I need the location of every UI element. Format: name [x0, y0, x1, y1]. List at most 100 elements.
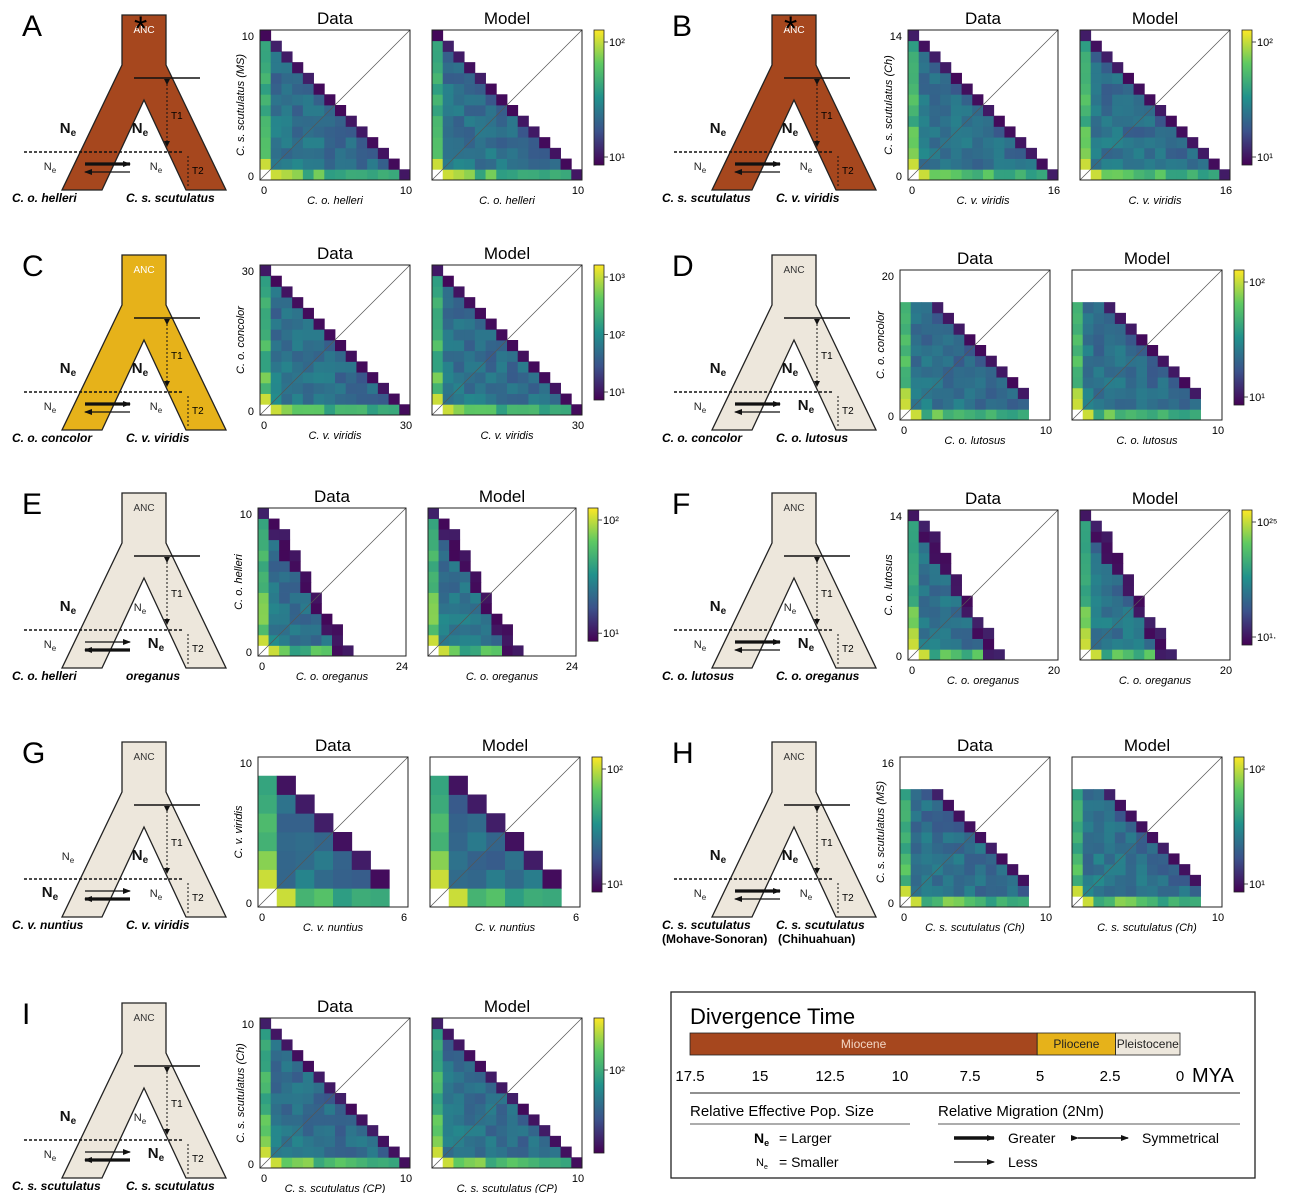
- greater-label: Greater: [1008, 1130, 1056, 1146]
- colorbar: [591, 756, 603, 893]
- heatmap-cell: [438, 550, 450, 562]
- t1-label: T1: [171, 111, 183, 122]
- heatmap-cell: [1122, 627, 1134, 639]
- heatmap-cell: [324, 1114, 336, 1126]
- heatmap-cell: [1114, 312, 1126, 324]
- heatmap-cell: [539, 404, 551, 416]
- heatmap-cell: [900, 810, 912, 822]
- data-title: Data: [965, 9, 1001, 28]
- heatmap-cell: [432, 1093, 444, 1105]
- heatmap-cell: [496, 1135, 508, 1147]
- heatmap-cell: [932, 842, 944, 854]
- diagonal-line: [907, 509, 1059, 661]
- heatmap-cell: [996, 896, 1008, 908]
- heatmap-cell: [356, 126, 368, 138]
- heatmap-cell: [1004, 137, 1016, 149]
- heatmap-cell: [367, 372, 379, 384]
- heatmap-cell: [507, 158, 519, 170]
- ne-subscript: e: [52, 406, 57, 415]
- pop-left-label: C. v. nuntius: [12, 918, 84, 932]
- heatmap-cell: [1090, 552, 1102, 564]
- heatmap-cell: [270, 40, 282, 52]
- heatmap-cell: [432, 1028, 444, 1040]
- heatmap-cell: [377, 1146, 389, 1158]
- heatmap-cell: [1104, 302, 1116, 314]
- heatmap-cell: [549, 1135, 561, 1147]
- heatmap-cell: [964, 885, 976, 897]
- heatmap-cell: [1093, 885, 1105, 897]
- heatmap-cell: [921, 302, 933, 314]
- ne-main: N: [798, 397, 809, 414]
- x-max-tick-model: 24: [566, 661, 578, 673]
- heatmap-cell: [975, 377, 987, 389]
- heatmap-cell: [442, 307, 454, 319]
- anc-label: ANC: [133, 752, 154, 763]
- heatmap-cell: [929, 51, 941, 63]
- heatmap-cell: [1082, 355, 1094, 367]
- heatmap-cell: [953, 874, 965, 886]
- heatmap-cell: [367, 404, 379, 416]
- heatmap-cell: [542, 869, 562, 889]
- heatmap-cell: [485, 1146, 497, 1158]
- heatmap-cell: [1125, 853, 1137, 865]
- heatmap-cell: [260, 1018, 272, 1030]
- colorbar-tick-label: 10²: [1249, 277, 1265, 289]
- heatmap-cell: [964, 355, 976, 367]
- colorbar-tick-label: 10²⁵: [1257, 517, 1277, 529]
- heatmap-cell: [1082, 377, 1094, 389]
- heatmap-cell: [1072, 821, 1084, 833]
- heatmap-cell: [438, 518, 450, 530]
- heatmap-cell: [1093, 789, 1105, 801]
- heatmap-cell: [1168, 874, 1180, 886]
- heatmap-cell: [900, 832, 912, 844]
- heatmap-cell: [313, 137, 325, 149]
- heatmap-cell: [432, 1082, 444, 1094]
- heatmap-cell: [1147, 853, 1159, 865]
- heatmap-cell: [1112, 158, 1124, 170]
- plot-frame: [1079, 509, 1231, 661]
- heatmap-cell: [1157, 355, 1169, 367]
- heatmap-cell: [1080, 83, 1092, 95]
- pop-right-label: C. s. scutulatus: [126, 1179, 215, 1193]
- epoch-bar-2: [1115, 1032, 1181, 1056]
- ne-subscript: e: [52, 1154, 57, 1163]
- heatmap-cell: [1114, 810, 1126, 822]
- heatmap-cell: [270, 350, 282, 362]
- heatmap-cell: [953, 832, 965, 844]
- heatmap-cell: [464, 307, 476, 319]
- heatmap-cell: [964, 409, 976, 421]
- heatmap-cell: [964, 842, 976, 854]
- heatmap-cell: [270, 126, 282, 138]
- heatmap-cell: [270, 1071, 282, 1083]
- heatmap-cell: [324, 137, 336, 149]
- heatmap-cell: [453, 1039, 465, 1051]
- heatmap-cell: [932, 885, 944, 897]
- x-max-tick-model: 10: [1212, 425, 1224, 437]
- heatmap-cell: [279, 539, 291, 551]
- model-title: Model: [1124, 249, 1170, 268]
- heatmap-cell: [549, 404, 561, 416]
- heatmap-cell: [1101, 158, 1113, 170]
- heatmap-cell: [1104, 842, 1116, 854]
- heatmap-cell: [921, 312, 933, 324]
- ne-subscript: e: [52, 166, 57, 175]
- heatmap-cell: [961, 169, 973, 181]
- heatmap-cell: [281, 83, 293, 95]
- heatmap-cell: [485, 147, 497, 159]
- heatmap-cell: [1082, 842, 1094, 854]
- heatmap-cell: [1157, 377, 1169, 389]
- x-max-tick: 10: [1040, 425, 1052, 437]
- heatmap-cell: [1082, 799, 1094, 811]
- heatmap-cell: [258, 794, 278, 814]
- heatmap-cell: [1147, 896, 1159, 908]
- heatmap-cell: [961, 627, 973, 639]
- heatmap-cell: [464, 1114, 476, 1126]
- heatmap-cell: [442, 1060, 454, 1072]
- heatmap-cell: [335, 1114, 347, 1126]
- t1-label: T1: [821, 589, 833, 600]
- heatmap-cell: [940, 169, 952, 181]
- ne-label: Ne: [710, 360, 727, 379]
- heatmap-cell: [940, 585, 952, 597]
- heatmap-cell: [302, 329, 314, 341]
